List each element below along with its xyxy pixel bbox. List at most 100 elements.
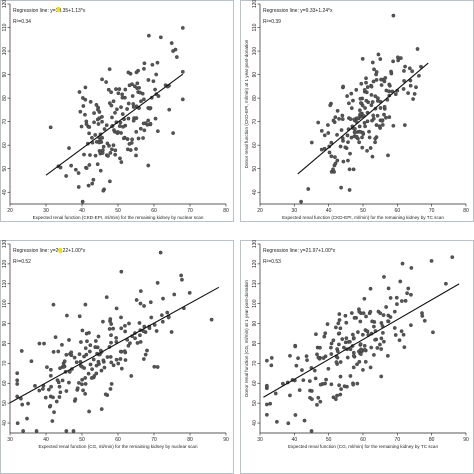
- scatter-point: [355, 116, 360, 121]
- scatter-point: [136, 136, 141, 141]
- x-tick-label: 40: [79, 208, 85, 214]
- scatter-point: [318, 345, 322, 350]
- scatter-point: [370, 60, 375, 65]
- scatter-point: [340, 337, 345, 341]
- scatter-point: [352, 315, 357, 320]
- scatter-point: [391, 59, 395, 64]
- y-tick-label: 130: [2, 240, 8, 249]
- y-tick-label: 80: [252, 340, 258, 346]
- scatter-point: [103, 392, 108, 397]
- scatter-point: [138, 126, 143, 131]
- scatter-point: [83, 112, 87, 117]
- scatter-point: [123, 323, 127, 328]
- scatter-point: [132, 116, 136, 120]
- scatter-point: [337, 383, 342, 388]
- scatter-point: [358, 342, 363, 346]
- scatter-point: [391, 13, 396, 18]
- scatter-point: [363, 359, 368, 364]
- y-tick-label: 40: [252, 420, 258, 426]
- scatter-point: [385, 353, 390, 358]
- scatter-point: [166, 315, 171, 320]
- y-tick-label: 40: [2, 420, 8, 426]
- scatter-point: [80, 199, 85, 204]
- scatter-point: [100, 119, 104, 124]
- scatter-point: [346, 140, 350, 145]
- scatter-point: [357, 140, 362, 145]
- scatter-point: [372, 324, 376, 329]
- scatter-point: [113, 110, 117, 115]
- scatter-point: [338, 326, 343, 331]
- scatter-point: [146, 33, 151, 38]
- scatter-point: [349, 106, 354, 111]
- scatter-point: [269, 356, 274, 360]
- y-tick-label: 70: [2, 119, 8, 125]
- scatter-point: [372, 320, 377, 324]
- scatter-point: [155, 129, 160, 134]
- scatter-point: [334, 360, 339, 364]
- scatter-point: [111, 363, 116, 368]
- scatter-point: [312, 368, 317, 373]
- scatter-point: [80, 364, 84, 369]
- scatter-point: [360, 103, 365, 108]
- scatter-point: [180, 277, 184, 282]
- scatter-point: [346, 158, 350, 163]
- scatter-point: [333, 115, 338, 120]
- y-tick-label: 110: [2, 280, 8, 288]
- scatter-point: [53, 335, 58, 340]
- scatter-point: [148, 300, 153, 305]
- scatter-point: [129, 374, 134, 378]
- scatter-point: [375, 346, 380, 350]
- scatter-point: [379, 321, 384, 325]
- scatter-point: [340, 113, 345, 118]
- scatter-point: [360, 130, 365, 135]
- x-tick-label: 50: [360, 208, 366, 214]
- scatter-point: [107, 143, 111, 148]
- scatter-point: [329, 345, 333, 350]
- scatter-point: [106, 154, 110, 158]
- scatter-point: [379, 83, 384, 87]
- scatter-point: [101, 358, 106, 363]
- scatter-point: [391, 123, 396, 128]
- scatter-point: [57, 395, 62, 399]
- scatter-point: [412, 92, 417, 96]
- scatter-point: [348, 339, 352, 344]
- scatter-point: [141, 357, 146, 361]
- y-tick-label: 60: [252, 142, 258, 148]
- scatter-point: [107, 67, 112, 72]
- scatter-point: [380, 119, 385, 123]
- scatter-point: [142, 97, 146, 102]
- scatter-point: [138, 333, 142, 338]
- scatter-point: [353, 130, 357, 135]
- scatter-point: [127, 83, 132, 88]
- x-tick-label: 20: [7, 208, 13, 214]
- scatter-point: [116, 361, 121, 366]
- scatter-point: [99, 140, 104, 144]
- scatter-point: [406, 91, 410, 95]
- scatter-point: [401, 87, 406, 91]
- scatter-point: [335, 355, 340, 360]
- scatter-point: [102, 127, 107, 131]
- scatter-point: [345, 133, 350, 138]
- x-tick-label: 50: [115, 208, 121, 214]
- scatter-point: [131, 102, 136, 106]
- scatter-point: [187, 290, 192, 295]
- regression-annotation: R²=0.34: [13, 19, 31, 25]
- scatter-point: [406, 286, 411, 291]
- scatter-point: [88, 99, 93, 104]
- scatter-point: [104, 123, 109, 128]
- scatter-point: [380, 330, 385, 335]
- scatter-point: [358, 319, 363, 324]
- scatter-point: [333, 161, 338, 166]
- scatter-point: [338, 392, 343, 397]
- scatter-point: [343, 145, 348, 150]
- scatter-point: [155, 60, 160, 65]
- scatter-point: [329, 341, 334, 346]
- scatter-point: [371, 116, 376, 121]
- scatter-point: [369, 93, 374, 97]
- scatter-point: [120, 112, 125, 116]
- scatter-point: [417, 73, 421, 78]
- scatter-point: [110, 147, 114, 152]
- scatter-point: [79, 124, 84, 129]
- scatter-point: [108, 355, 113, 359]
- scatter-point: [117, 124, 122, 128]
